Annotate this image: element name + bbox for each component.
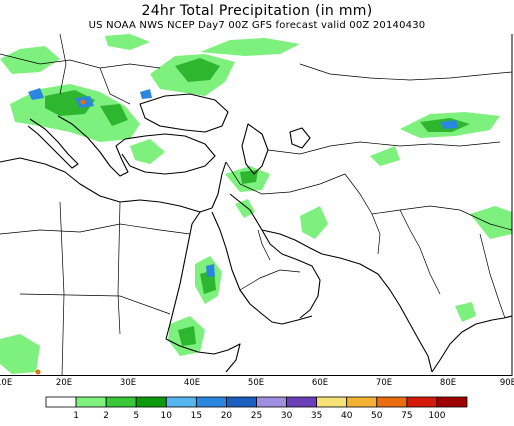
legend-swatch bbox=[45, 396, 77, 408]
legend-label: 1 bbox=[73, 411, 79, 421]
legend-label: 10 bbox=[161, 411, 173, 421]
legend-swatch bbox=[436, 396, 468, 408]
longitude-label: 50E bbox=[248, 378, 264, 388]
legend-label: 15 bbox=[191, 411, 202, 421]
legend-label: 35 bbox=[311, 411, 322, 421]
map-title: 24hr Total Precipitation (in mm) bbox=[141, 3, 373, 19]
legend-label: 2 bbox=[103, 411, 109, 421]
precip-heavy-areas bbox=[28, 88, 458, 277]
longitude-label: 30E bbox=[120, 378, 136, 388]
country-borders bbox=[0, 34, 513, 376]
legend-swatch bbox=[195, 396, 227, 408]
longitude-label: 60E bbox=[312, 378, 328, 388]
legend-swatch bbox=[165, 396, 197, 408]
legend-label: 100 bbox=[428, 411, 445, 421]
longitude-label: 40E bbox=[184, 378, 200, 388]
longitude-label: 90E bbox=[500, 378, 514, 388]
legend-swatch bbox=[316, 396, 348, 408]
legend-swatch bbox=[286, 396, 318, 408]
legend-swatch bbox=[105, 396, 137, 408]
legend-swatch bbox=[256, 396, 287, 408]
legend-label: 75 bbox=[401, 411, 412, 421]
legend-label: 20 bbox=[221, 411, 233, 421]
legend-swatch bbox=[346, 396, 378, 408]
legend-swatch bbox=[135, 396, 167, 408]
legend-label: 50 bbox=[371, 411, 383, 421]
legend-label: 5 bbox=[133, 411, 139, 421]
legend-swatch bbox=[75, 396, 107, 408]
legend-swatch bbox=[406, 396, 438, 408]
longitude-label: 70E bbox=[376, 378, 392, 388]
precip-extreme-spots bbox=[35, 99, 86, 375]
longitude-label: 80E bbox=[440, 378, 456, 388]
longitude-label: 10E bbox=[0, 378, 12, 388]
legend-label: 40 bbox=[341, 411, 353, 421]
legend-label: 30 bbox=[281, 411, 293, 421]
legend-swatch bbox=[226, 396, 257, 408]
map-subtitle: US NOAA NWS NCEP Day7 00Z GFS forecast v… bbox=[88, 20, 426, 31]
longitude-label: 20E bbox=[56, 378, 72, 388]
precipitation-map bbox=[0, 34, 513, 376]
legend-swatch bbox=[376, 396, 408, 408]
legend-label: 25 bbox=[251, 411, 262, 421]
coastlines bbox=[0, 93, 513, 373]
